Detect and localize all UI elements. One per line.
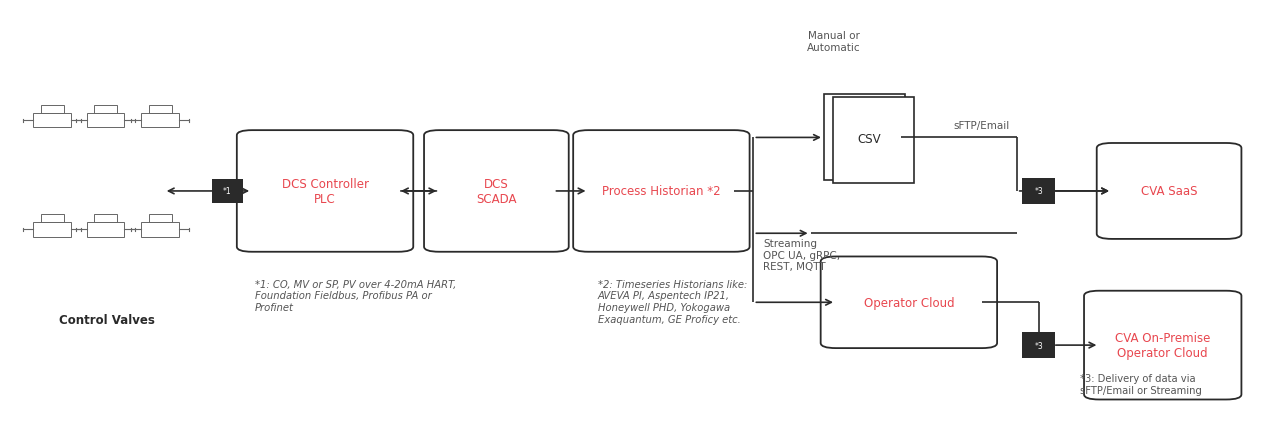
FancyBboxPatch shape — [424, 131, 569, 252]
Text: *3: *3 — [1034, 341, 1043, 350]
Text: *1: CO, MV or SP, PV over 4-20mA HART,
Foundation Fieldbus, Profibus PA or
Profi: *1: CO, MV or SP, PV over 4-20mA HART, F… — [256, 279, 457, 312]
FancyBboxPatch shape — [1084, 291, 1241, 399]
Text: Streaming
OPC UA, gRPC,
REST, MQTT: Streaming OPC UA, gRPC, REST, MQTT — [763, 239, 840, 272]
Text: *3: Delivery of data via
sFTP/Email or Streaming: *3: Delivery of data via sFTP/Email or S… — [1080, 373, 1202, 395]
FancyBboxPatch shape — [1023, 179, 1056, 204]
FancyBboxPatch shape — [574, 131, 749, 252]
FancyBboxPatch shape — [237, 131, 413, 252]
Text: Operator Cloud: Operator Cloud — [864, 296, 954, 309]
Text: CSV: CSV — [857, 133, 880, 146]
Text: CVA On-Premise
Operator Cloud: CVA On-Premise Operator Cloud — [1116, 332, 1211, 359]
FancyBboxPatch shape — [1023, 333, 1056, 358]
Text: Process Historian *2: Process Historian *2 — [602, 185, 721, 198]
FancyBboxPatch shape — [824, 95, 906, 181]
Text: CVA SaaS: CVA SaaS — [1141, 185, 1197, 198]
Text: *3: *3 — [1034, 187, 1043, 196]
FancyBboxPatch shape — [212, 180, 243, 203]
FancyBboxPatch shape — [820, 257, 997, 348]
Text: sFTP/Email: sFTP/Email — [953, 120, 1010, 130]
Text: DCS Controller
PLC: DCS Controller PLC — [281, 178, 369, 206]
FancyBboxPatch shape — [833, 98, 915, 184]
Text: Control Valves: Control Valves — [59, 313, 155, 326]
Text: *2: Timeseries Historians like:
AVEVA PI, Aspentech IP21,
Honeywell PHD, Yokogaw: *2: Timeseries Historians like: AVEVA PI… — [598, 279, 747, 324]
Text: DCS
SCADA: DCS SCADA — [476, 178, 516, 206]
FancyBboxPatch shape — [1096, 144, 1241, 240]
Text: Manual or
Automatic: Manual or Automatic — [808, 31, 861, 53]
Text: *1: *1 — [223, 187, 232, 196]
